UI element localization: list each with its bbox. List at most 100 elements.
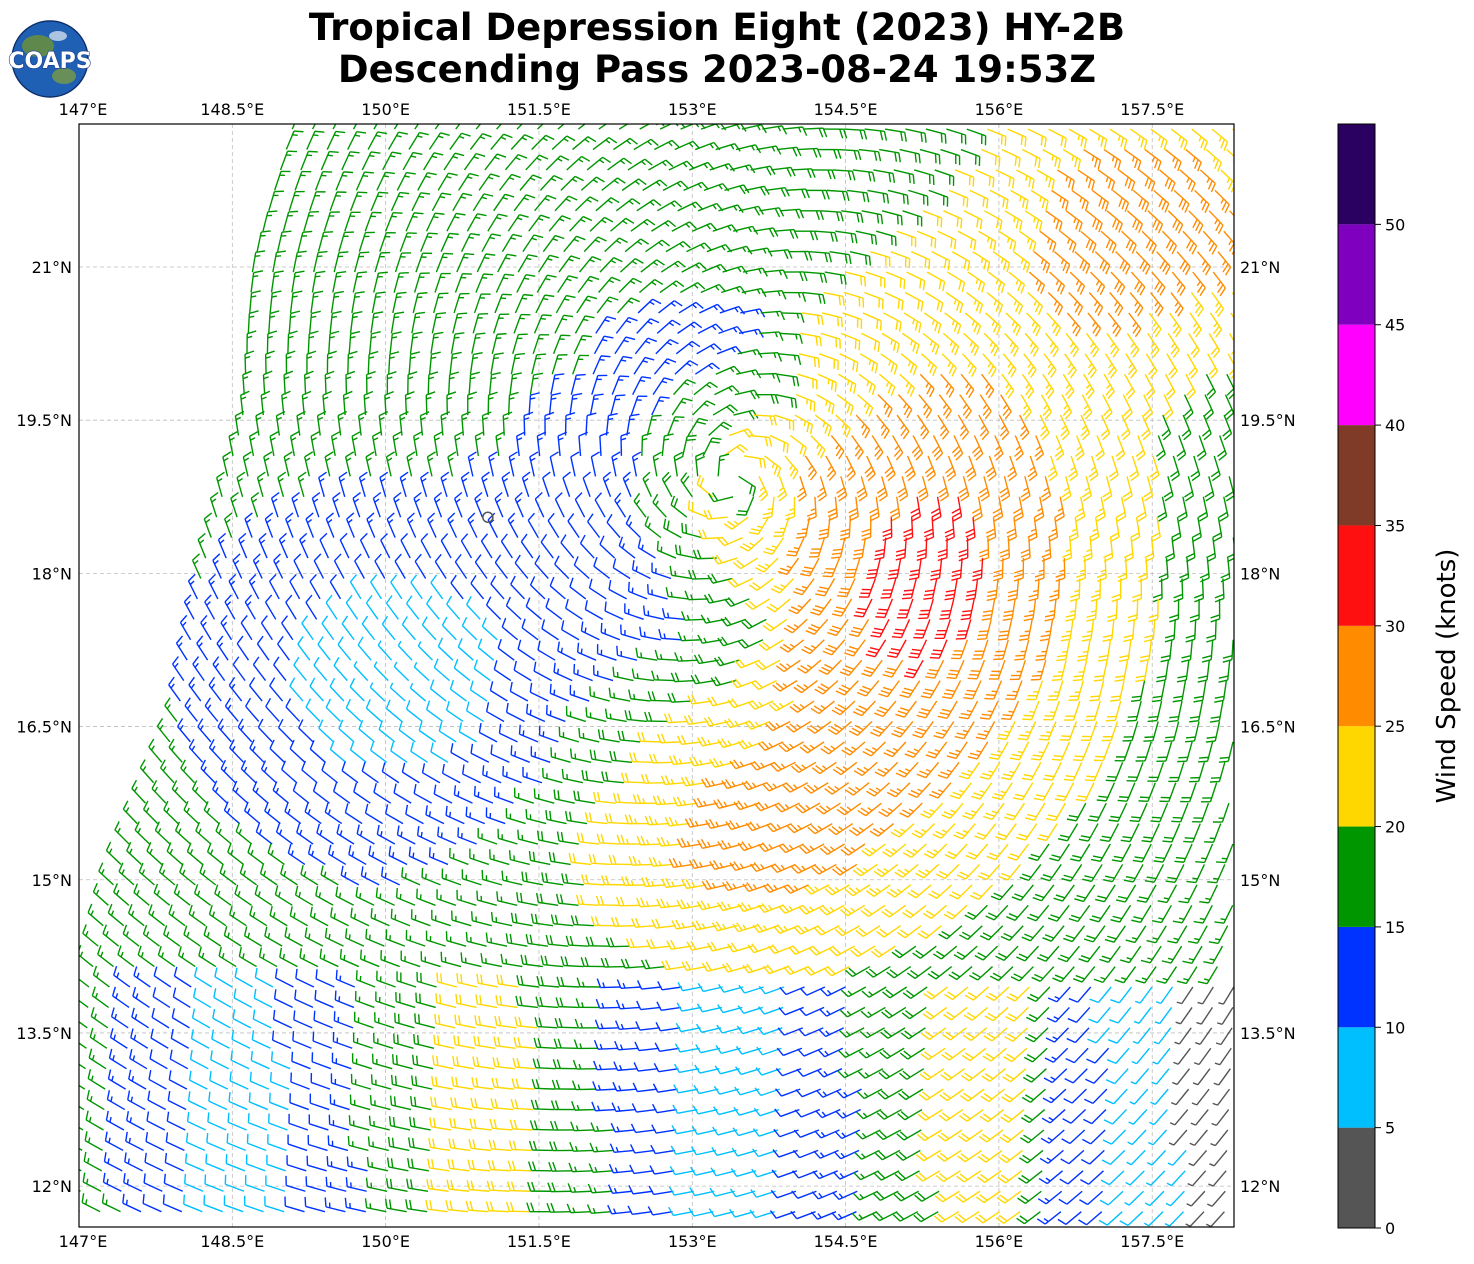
wind-barb	[644, 815, 669, 826]
wind-barb	[699, 303, 725, 314]
wind-barb	[1101, 721, 1118, 742]
wind-barb	[1026, 904, 1050, 922]
wind-barb	[730, 164, 756, 174]
wind-barb	[733, 409, 759, 420]
wind-barb	[848, 823, 874, 836]
wind-barb	[1081, 476, 1092, 502]
wind-barb	[608, 580, 628, 600]
wind-barb	[538, 725, 559, 743]
wind-barb	[736, 496, 755, 516]
wind-barb	[549, 1141, 573, 1152]
wind-barb	[252, 553, 263, 579]
wind-barb	[1141, 230, 1157, 255]
wind-barb	[269, 905, 288, 927]
wind-barb	[325, 1176, 347, 1192]
wind-barb	[874, 1149, 901, 1161]
wind-barb	[660, 260, 686, 273]
wind-barb	[1176, 251, 1191, 276]
wind-barb	[1005, 680, 1023, 701]
wind-barb	[730, 678, 757, 689]
wind-barb	[445, 1200, 469, 1213]
wind-barb	[486, 1180, 510, 1192]
wind-barb	[573, 556, 590, 579]
wind-barb	[183, 594, 195, 620]
wind-barb	[1222, 414, 1233, 441]
wind-barb	[270, 491, 280, 518]
wind-barb	[1104, 1088, 1128, 1105]
wind-barb	[314, 170, 333, 191]
wind-barbs	[79, 124, 1234, 1227]
wind-barb	[574, 315, 595, 334]
wind-barb	[749, 760, 776, 771]
wind-barb	[913, 1211, 939, 1223]
wind-barb	[227, 842, 244, 865]
wind-barb	[686, 242, 712, 253]
wind-barb	[1043, 1068, 1068, 1084]
wind-barb	[311, 124, 316, 130]
wind-barb	[242, 451, 252, 477]
wind-barb	[252, 780, 269, 804]
wind-barb	[1135, 660, 1149, 683]
wind-barb	[723, 444, 749, 457]
wind-barb	[797, 1047, 823, 1057]
wind-barb	[796, 476, 807, 502]
wind-barb	[601, 177, 626, 191]
wind-barb	[82, 1172, 102, 1192]
wind-barb	[655, 338, 679, 355]
wind-barb	[1028, 578, 1040, 602]
colorbar-tick-label: 45	[1385, 316, 1405, 335]
wind-barb	[560, 534, 575, 559]
wind-barb	[183, 925, 201, 947]
wind-barb	[798, 1027, 824, 1037]
wind-barb	[279, 150, 298, 171]
wind-barb	[306, 130, 325, 150]
wind-barb	[677, 631, 702, 642]
wind-barb	[829, 250, 852, 265]
wind-barb	[655, 1022, 681, 1032]
wind-barb	[550, 914, 574, 927]
wind-barb	[561, 768, 584, 784]
colorbar-segment	[1338, 1027, 1375, 1128]
wind-barb	[353, 782, 371, 804]
wind-barb	[621, 876, 646, 887]
wind-barb	[884, 455, 896, 482]
wind-barb	[1116, 496, 1127, 522]
wind-barb	[903, 312, 922, 333]
wind-barb	[734, 658, 760, 669]
wind-barb	[985, 517, 997, 542]
wind-barb	[1172, 680, 1187, 703]
wind-barb	[89, 1027, 108, 1049]
wind-barb	[445, 931, 467, 947]
wind-barb	[294, 885, 314, 906]
wind-barb	[414, 124, 420, 130]
wind-barb	[830, 435, 845, 460]
wind-barb	[1060, 619, 1074, 642]
wind-barb	[1051, 189, 1069, 211]
wind-barb	[1136, 496, 1147, 522]
wind-barb	[606, 513, 621, 539]
wind-barb	[670, 1145, 696, 1155]
wind-barb	[831, 537, 846, 559]
wind-barb	[1049, 843, 1071, 862]
wind-barb	[430, 742, 449, 763]
wind-barb	[1170, 128, 1188, 151]
wind-barb	[212, 553, 222, 579]
wind-barb	[696, 1003, 723, 1013]
wind-barb	[1135, 741, 1152, 762]
wind-barb	[556, 831, 579, 845]
wind-barb	[565, 705, 587, 723]
wind-barb	[865, 782, 891, 797]
wind-barb	[845, 455, 856, 482]
wind-barb	[800, 557, 820, 577]
wind-barb	[953, 823, 976, 840]
wind-barb	[171, 780, 187, 804]
wind-barb	[1103, 537, 1114, 563]
wind-barb	[522, 766, 543, 784]
wind-barb	[1109, 1006, 1132, 1024]
wind-barb	[408, 351, 421, 375]
wind-barb	[173, 883, 191, 906]
wind-barb	[877, 1088, 903, 1100]
wind-barb	[805, 618, 829, 635]
wind-barb	[329, 677, 345, 702]
wind-barb	[1063, 762, 1083, 782]
